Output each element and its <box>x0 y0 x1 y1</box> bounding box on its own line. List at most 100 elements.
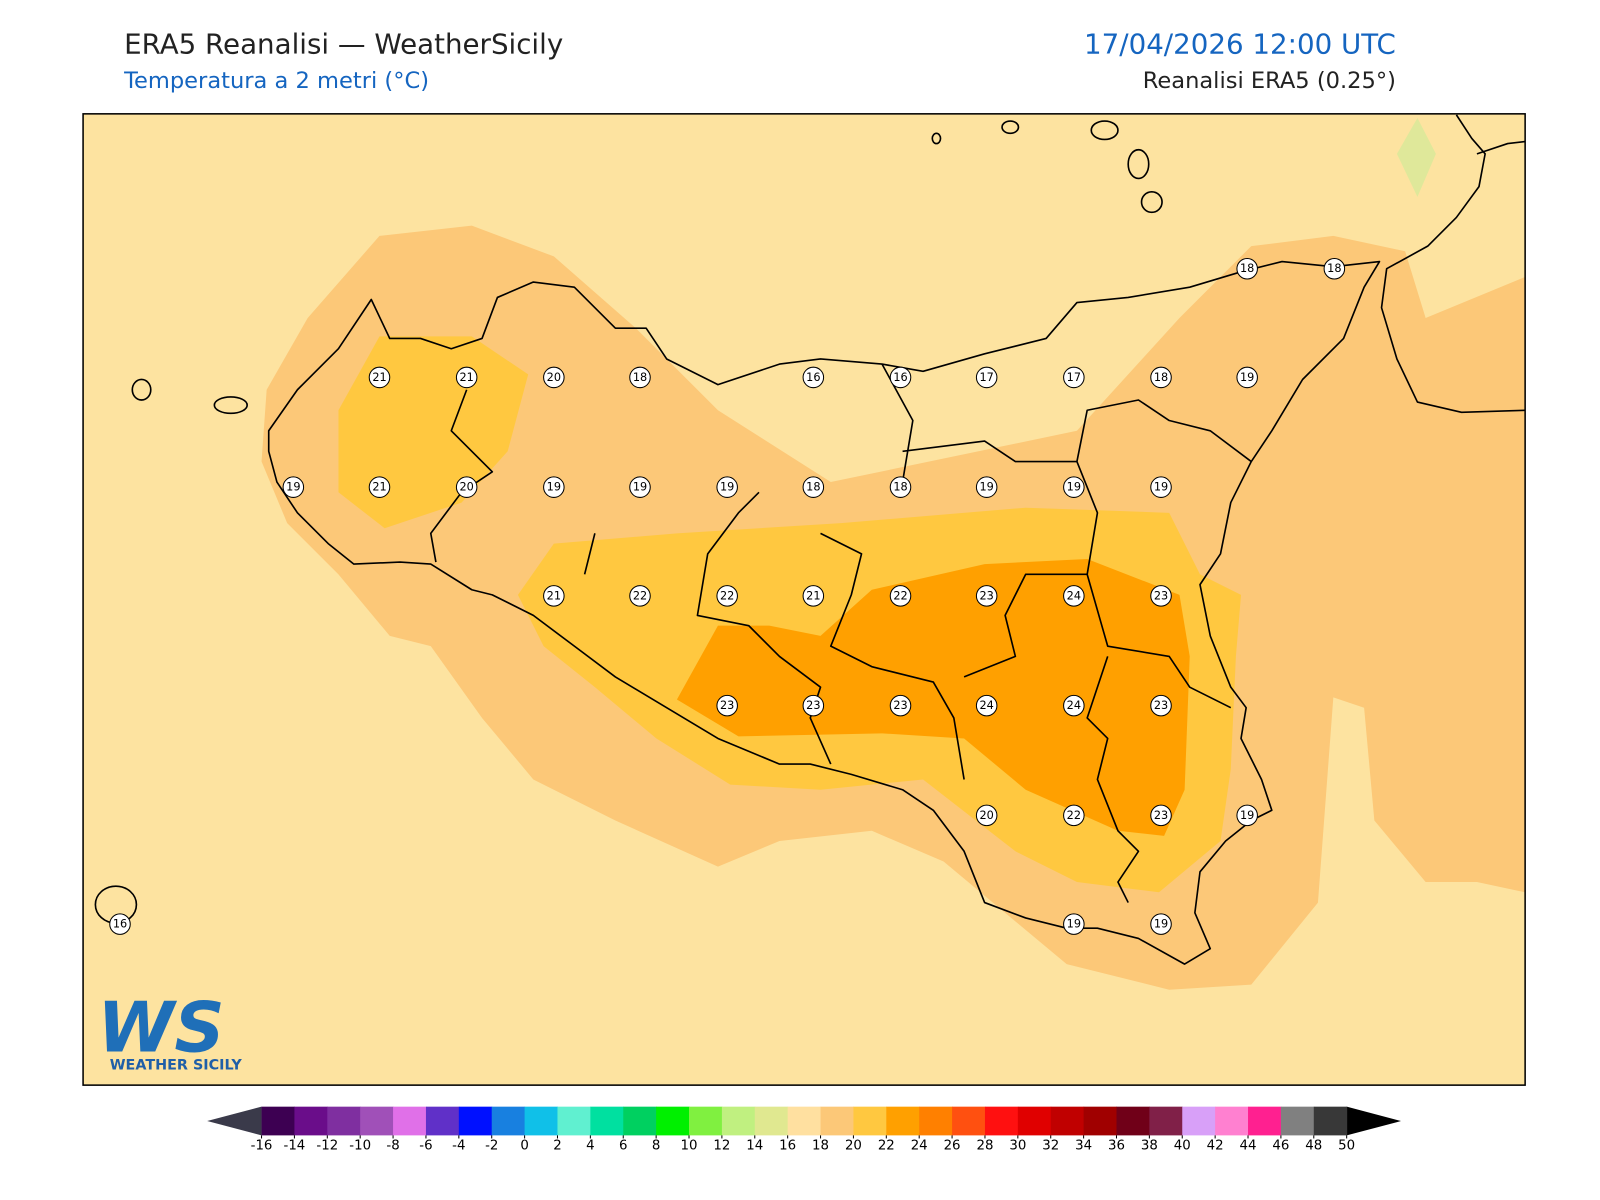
station-value: 18 <box>1154 371 1168 384</box>
colorbar-tick-label: 4 <box>586 1138 594 1153</box>
logo-name: WEATHER SICILY <box>110 1058 243 1074</box>
station-value: 20 <box>459 481 473 494</box>
colorbar-segment <box>853 1106 887 1136</box>
station-marker <box>1150 476 1172 498</box>
station: 24 <box>1063 694 1085 717</box>
island <box>213 396 248 415</box>
colorbar-tick-label: -16 <box>251 1138 273 1153</box>
station: 22 <box>716 585 738 607</box>
station-value: 21 <box>547 589 561 602</box>
station-marker <box>889 585 912 607</box>
station-value: 19 <box>720 481 734 494</box>
station: 22 <box>629 585 651 607</box>
colorbar-tick-label: 34 <box>1075 1138 1092 1153</box>
station-marker <box>975 585 998 607</box>
colorbar-tick-label: 22 <box>878 1138 895 1153</box>
station: 17 <box>975 366 998 389</box>
colorbar-segment <box>458 1106 493 1136</box>
station-marker <box>1236 366 1258 389</box>
colorbar-segment <box>1248 1106 1282 1136</box>
station-value: 19 <box>286 481 300 494</box>
station-value: 19 <box>1240 371 1254 384</box>
colorbar-tick-label: 0 <box>520 1138 528 1153</box>
provincial-borders <box>429 363 1252 903</box>
station: 21 <box>802 585 825 607</box>
colorbar-tick-label: 38 <box>1141 1138 1158 1153</box>
station-marker <box>802 585 825 607</box>
station-marker <box>802 694 825 717</box>
colorbar-tick-label: 12 <box>713 1138 730 1153</box>
station: 20 <box>455 476 478 498</box>
station-value: 23 <box>1154 809 1168 822</box>
datetime: 17/04/2026 12:00 UTC <box>1084 27 1396 60</box>
colorbar-tick-label: 16 <box>779 1138 796 1153</box>
island <box>931 132 942 145</box>
station-value: 23 <box>806 699 820 712</box>
station-value: 19 <box>547 481 561 494</box>
colorbar-tick-label: -14 <box>284 1138 306 1153</box>
station: 18 <box>1150 366 1172 389</box>
colorbar-segment <box>425 1106 460 1136</box>
colorbar-segment <box>524 1106 558 1136</box>
station: 19 <box>975 476 998 498</box>
station: 19 <box>543 476 565 498</box>
station-value: 19 <box>1067 481 1081 494</box>
station-value: 18 <box>1327 262 1341 275</box>
station: 18 <box>1323 257 1346 280</box>
station-marker <box>1063 694 1085 717</box>
station: 19 <box>629 476 651 498</box>
station: 19 <box>1063 476 1085 498</box>
colorbar-segment <box>1050 1106 1085 1136</box>
colorbar-under <box>207 1106 262 1136</box>
station: 22 <box>889 585 912 607</box>
station: 23 <box>802 694 825 717</box>
station: 23 <box>716 694 738 717</box>
station: 23 <box>889 694 912 717</box>
source: Reanalisi ERA5 (0.25°) <box>1143 68 1396 94</box>
station-value: 22 <box>893 589 907 602</box>
sicily-coast <box>267 260 1381 965</box>
station-value: 16 <box>806 371 820 384</box>
band-22-24 <box>676 558 1190 836</box>
colorbar-tick-label: -8 <box>386 1138 399 1153</box>
station: 20 <box>543 366 565 389</box>
station-value: 16 <box>893 371 907 384</box>
station: 19 <box>716 476 738 498</box>
colorbar-tick-label: 32 <box>1042 1138 1059 1153</box>
station-value: 21 <box>806 589 820 602</box>
station-marker <box>543 585 565 607</box>
station-value: 23 <box>893 699 907 712</box>
station-value: 17 <box>979 371 993 384</box>
colorbar-segment <box>393 1106 427 1136</box>
colorbar: -16 -14 -12 -10 -8 -6 -4 -2 0 2 4 6 8 10 12 14 16 18 20 22 2… <box>207 1106 1402 1153</box>
colorbar-tick-label: 44 <box>1240 1138 1257 1153</box>
station-marker <box>1063 476 1085 498</box>
station-value: 24 <box>1067 589 1081 602</box>
logo: WS WEATHER SICILY <box>97 987 242 1073</box>
station: 23 <box>975 585 998 607</box>
colorbar-segment <box>754 1106 789 1136</box>
station-marker <box>975 476 998 498</box>
station-marker <box>975 804 998 827</box>
subtitle: Temperatura a 2 metri (°C) <box>123 68 429 94</box>
colorbar-segment <box>919 1106 953 1136</box>
map-frame <box>82 113 1526 1086</box>
station: 21 <box>368 476 391 498</box>
station: 16 <box>889 366 912 389</box>
station-value: 18 <box>893 481 907 494</box>
station-value: 18 <box>806 481 820 494</box>
station-marker <box>543 366 565 389</box>
station-marker <box>802 476 825 498</box>
station-marker <box>1063 913 1085 935</box>
colorbar-segment <box>294 1106 328 1136</box>
colorbar-tick-label: -10 <box>349 1138 371 1153</box>
station: 16 <box>802 366 825 389</box>
colorbar-tick-label: -6 <box>419 1138 432 1153</box>
station-marker <box>455 476 478 498</box>
station: 19 <box>282 476 305 498</box>
island <box>1001 120 1020 135</box>
colorbar-tick-label: 10 <box>681 1138 698 1153</box>
colorbar-tick-label: 28 <box>976 1138 993 1153</box>
station-value: 23 <box>1154 589 1168 602</box>
station-marker <box>629 476 651 498</box>
